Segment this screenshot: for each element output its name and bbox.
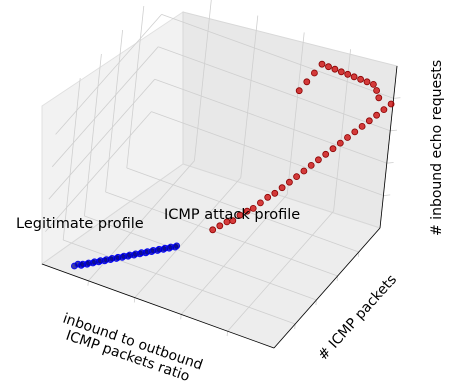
scatter-point-s1-3 xyxy=(229,217,237,225)
scatter-point-s1-16 xyxy=(322,150,330,158)
tick-x xyxy=(180,314,182,320)
gridline-z-back xyxy=(161,14,394,99)
tick-y xyxy=(315,299,317,305)
scatter-point-s1-13 xyxy=(300,167,308,175)
gridline-x-back xyxy=(286,32,305,195)
gridline-x-floor xyxy=(134,177,242,298)
scatter-point-s1-24 xyxy=(380,106,388,113)
z-axis-line xyxy=(379,65,398,229)
tick-z xyxy=(390,129,398,132)
scatter-point-s1-9 xyxy=(271,189,279,197)
scatter-point-s1-15 xyxy=(314,156,322,164)
scatter-point-s1-39 xyxy=(295,87,303,95)
scatter-point-s1-20 xyxy=(351,128,359,136)
scatter-point-s1-32 xyxy=(344,70,352,78)
z-axis-label: # inbound echo requests xyxy=(429,60,445,236)
gridline-z-back xyxy=(151,111,384,196)
scatter-point-s1-7 xyxy=(256,199,264,207)
gridline-y-left xyxy=(105,29,123,193)
gridline-z-left xyxy=(45,111,152,232)
scatter-point-s1-0 xyxy=(209,226,217,234)
scatter-point-s1-29 xyxy=(363,78,371,86)
annotation-icmp-attack-profile: ICMP attack profile xyxy=(164,207,300,223)
scatter-point-s1-28 xyxy=(369,81,377,88)
gridline-y-left xyxy=(126,5,145,169)
tick-z xyxy=(383,194,391,196)
tick-y xyxy=(357,251,360,257)
gridline-x-floor xyxy=(227,210,334,332)
scatter-point-s1-5 xyxy=(243,207,251,215)
gridline-z-back xyxy=(154,78,387,164)
tick-x xyxy=(87,280,89,286)
scatter-point-s1-23 xyxy=(373,111,381,119)
scatter-point-s1-18 xyxy=(336,139,344,147)
tick-z xyxy=(386,162,394,164)
gridline-x-back xyxy=(194,0,212,161)
scatter-point-s1-25 xyxy=(387,100,395,108)
gridline-z-back xyxy=(158,46,391,132)
tick-y xyxy=(294,323,296,329)
scatter-point-s1-6 xyxy=(249,204,257,212)
scatter-point-s1-38 xyxy=(303,78,311,86)
tick-x xyxy=(133,297,136,303)
gridline-y-floor xyxy=(84,215,317,301)
scatter-point-s0-35 xyxy=(173,242,181,250)
gridline-y-left xyxy=(62,77,81,241)
gridline-z-left xyxy=(55,14,162,135)
scatter-point-s1-35 xyxy=(325,63,332,71)
scatter-point-s1-34 xyxy=(331,65,339,73)
scatter-point-s1-30 xyxy=(357,75,365,83)
scatter-point-s1-21 xyxy=(358,123,366,130)
gridline-z-left xyxy=(48,78,156,200)
gridline-y-floor xyxy=(126,167,359,253)
gridline-x-back xyxy=(240,15,259,178)
gridline-x-floor xyxy=(180,194,288,315)
scatter-point-s1-22 xyxy=(365,117,373,125)
scatter-point-s1-33 xyxy=(337,68,345,76)
data-points xyxy=(71,60,395,270)
scatter-point-s1-17 xyxy=(329,145,337,153)
scatter-point-s1-8 xyxy=(264,193,272,201)
scatter-point-s1-11 xyxy=(285,178,293,186)
x-axis-line xyxy=(41,263,275,349)
gridlines xyxy=(45,0,401,337)
gridline-y-left xyxy=(84,53,102,217)
scatter-point-s1-4 xyxy=(236,211,244,219)
tick-y xyxy=(336,275,338,281)
scatter-point-s1-31 xyxy=(350,73,358,81)
scatter-point-s1-14 xyxy=(307,161,315,169)
tick-z xyxy=(393,97,401,99)
axis-lines xyxy=(41,65,398,349)
scatter-point-s1-1 xyxy=(216,222,224,230)
gridline-y-floor xyxy=(63,239,296,325)
gridline-z-left xyxy=(51,46,159,168)
scatter-point-s1-10 xyxy=(278,184,286,192)
scatter-point-s1-36 xyxy=(318,60,326,68)
y-axis-line xyxy=(273,227,381,349)
scatter-point-s1-19 xyxy=(344,134,351,141)
scatter-point-s1-37 xyxy=(310,69,318,77)
gridline-y-floor xyxy=(105,191,338,277)
scatter-point-s1-26 xyxy=(375,94,383,102)
annotation-legitimate-profile: Legitimate profile xyxy=(16,216,144,232)
scatter-point-s1-27 xyxy=(373,87,381,94)
tick-x xyxy=(226,331,228,337)
scatter-point-s1-12 xyxy=(293,173,301,181)
